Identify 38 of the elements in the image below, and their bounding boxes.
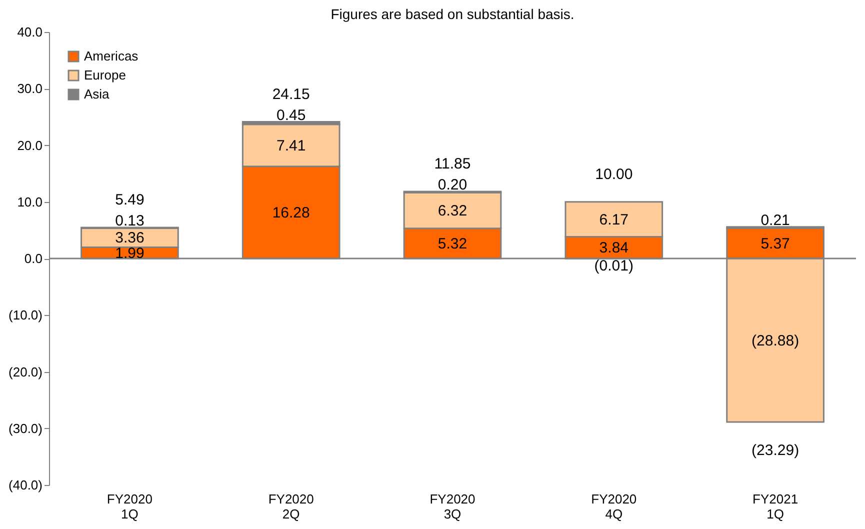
x-tick-label: FY2020 2Q [268, 492, 314, 522]
y-tick-label: 0.0 [24, 251, 42, 266]
data-label: 6.17 [599, 211, 628, 228]
data-label: 5.37 [760, 235, 790, 252]
total-label: 24.15 [272, 86, 310, 103]
legend-label: Asia [84, 86, 110, 102]
y-tick-label: (40.0) [8, 478, 42, 492]
data-label: 0.20 [438, 176, 468, 194]
data-label: 0.13 [115, 212, 144, 230]
data-label: 5.32 [438, 235, 468, 252]
legend-label: Europe [84, 68, 126, 82]
chart-subtitle: Figures are based on substantial basis. [330, 6, 574, 22]
total-label: (23.29) [752, 442, 800, 460]
y-tick-label: 20.0 [17, 138, 42, 153]
y-tick-label: (10.0) [8, 308, 42, 323]
data-label: (28.88) [752, 332, 800, 350]
y-tick-label: 30.0 [17, 81, 42, 96]
total-label: 10.00 [595, 166, 633, 183]
data-label: (0.01) [594, 258, 634, 275]
data-label: 7.41 [276, 137, 306, 154]
y-tick-label: 10.0 [17, 194, 42, 210]
x-tick-label: FY2021 1Q [752, 492, 798, 522]
data-label: 3.36 [115, 230, 144, 247]
y-tick-label: (30.0) [8, 420, 42, 436]
legend-label: Americas [84, 48, 139, 64]
y-tick-label: 40.0 [17, 24, 42, 40]
x-tick-label: FY2020 4Q [591, 492, 637, 522]
data-label: 16.28 [272, 204, 310, 222]
x-tick-label: FY2020 1Q [106, 492, 152, 522]
data-label: 0.45 [276, 106, 306, 124]
data-label: 3.84 [599, 240, 628, 257]
total-label: 11.85 [434, 155, 471, 172]
data-label: 0.21 [760, 212, 790, 229]
x-tick-label: FY2020 3Q [430, 492, 476, 522]
data-label: 1.99 [115, 244, 144, 262]
total-label: 5.49 [115, 191, 144, 208]
data-label: 6.32 [438, 202, 468, 220]
y-tick-label: (20.0) [8, 364, 42, 380]
